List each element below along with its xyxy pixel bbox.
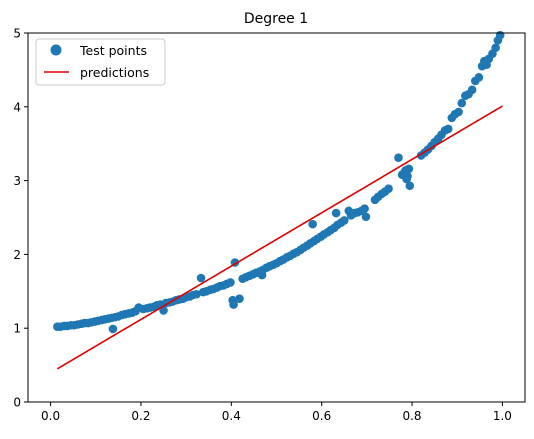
y-tick-label: 5 xyxy=(13,27,21,41)
y-tick-label: 3 xyxy=(13,174,21,188)
data-point xyxy=(491,43,500,52)
legend: Test points predictions xyxy=(36,39,165,85)
data-point xyxy=(394,153,403,162)
data-point xyxy=(308,220,317,229)
legend-label-predictions: predictions xyxy=(80,65,149,80)
y-tick-label: 0 xyxy=(13,396,21,410)
data-point xyxy=(405,181,414,190)
data-point xyxy=(340,216,349,225)
plot-frame xyxy=(28,33,525,402)
x-tick-label: 1.0 xyxy=(493,409,512,423)
data-point xyxy=(362,212,371,221)
series-predictions-line xyxy=(57,106,502,369)
chart-title: Degree 1 xyxy=(244,11,308,27)
data-point xyxy=(197,274,206,283)
axis-ticks: 0.0 0.2 0.4 0.6 0.8 1.0 0 1 2 3 4 5 xyxy=(13,27,512,424)
data-point xyxy=(457,99,466,108)
data-point xyxy=(235,294,244,303)
legend-marker-test-points xyxy=(51,45,62,56)
data-point xyxy=(226,278,235,287)
y-tick-label: 1 xyxy=(13,322,21,336)
data-point xyxy=(384,184,393,193)
data-point xyxy=(360,204,369,213)
x-tick-label: 0.6 xyxy=(312,409,331,423)
data-point xyxy=(403,172,412,181)
legend-label-test-points: Test points xyxy=(79,43,147,58)
data-point xyxy=(475,73,484,82)
y-tick-label: 2 xyxy=(13,248,21,262)
x-tick-label: 0.8 xyxy=(402,409,421,423)
x-tick-label: 0.4 xyxy=(222,409,241,423)
data-point xyxy=(332,209,341,218)
data-point xyxy=(405,164,414,173)
x-tick-label: 0.0 xyxy=(41,409,60,423)
data-point xyxy=(454,108,463,117)
data-point xyxy=(444,125,453,134)
data-point xyxy=(496,31,505,40)
x-tick-label: 0.2 xyxy=(131,409,150,423)
y-tick-label: 4 xyxy=(13,100,21,114)
data-point xyxy=(109,325,118,334)
data-point xyxy=(468,86,477,95)
